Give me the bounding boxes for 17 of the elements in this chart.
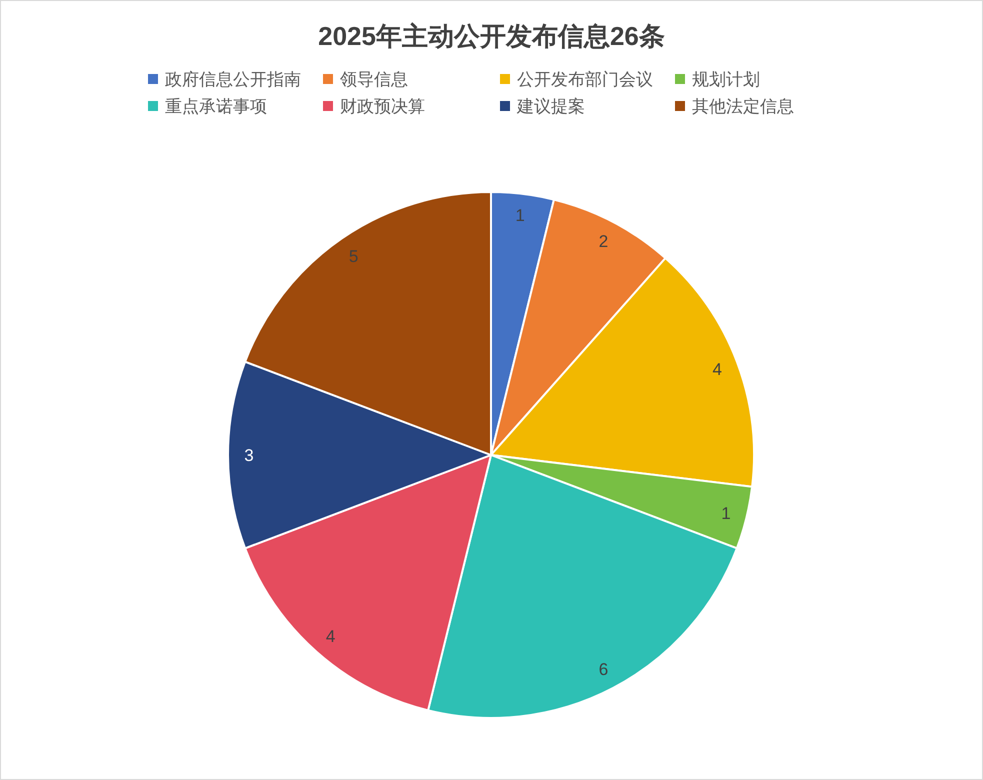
data-label: 6: [598, 660, 608, 680]
legend-label: 财政预决算: [340, 97, 425, 116]
legend-label: 其他法定信息: [692, 97, 794, 116]
data-label: 5: [348, 246, 358, 266]
legend-label: 公开发布部门会议: [517, 70, 653, 89]
legend-label: 政府信息公开指南: [165, 70, 301, 89]
data-label: 1: [721, 504, 731, 523]
data-label: 4: [712, 360, 722, 380]
legend-label: 规划计划: [692, 70, 760, 89]
data-label: 2: [598, 232, 608, 251]
data-label: 1: [515, 206, 525, 225]
chart-title: 2025年主动公开发布信息26条: [318, 21, 665, 51]
legend-label: 重点承诺事项: [165, 97, 267, 116]
legend-label: 建议提案: [516, 97, 585, 116]
data-label: 4: [326, 627, 336, 646]
legend-label: 领导信息: [340, 70, 408, 89]
data-label: 3: [244, 446, 254, 465]
